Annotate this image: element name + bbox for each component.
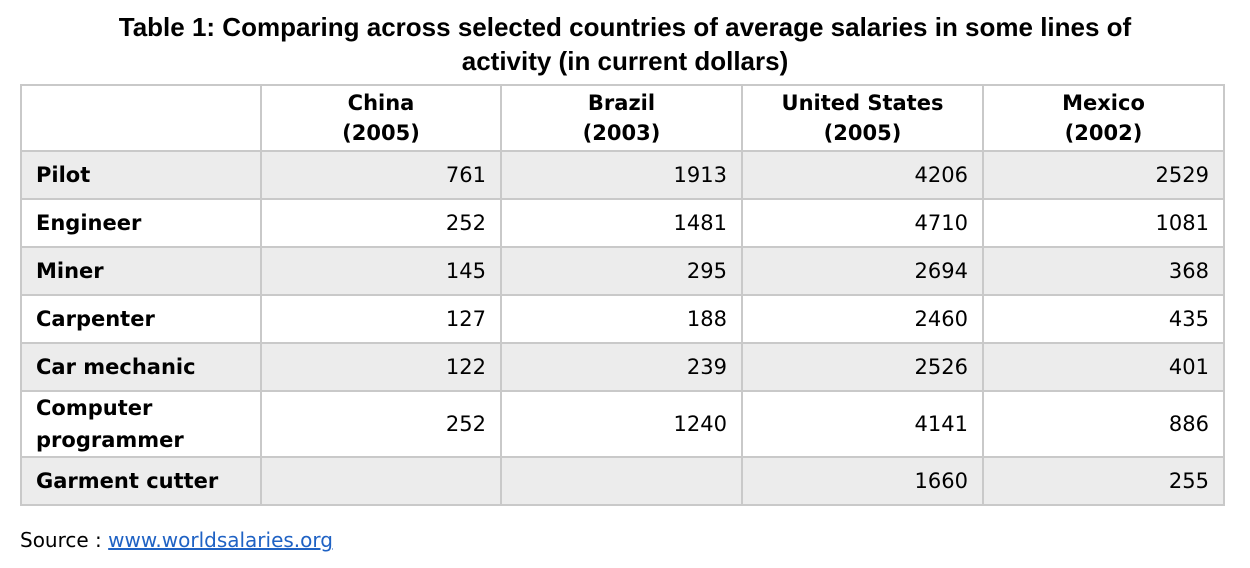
column-header-country: United States	[781, 91, 944, 115]
table-title-line-1: Table 1: Comparing across selected count…	[118, 12, 1132, 42]
cell-china: 122	[260, 342, 502, 392]
cell-united-states: 2526	[741, 342, 984, 392]
column-header-year: (2002)	[1064, 121, 1143, 145]
cell-brazil: 1913	[500, 150, 743, 200]
cell-united-states: 4710	[741, 198, 984, 248]
column-header-mexico: Mexico (2002)	[982, 84, 1225, 152]
table-title: Table 1: Comparing across selected count…	[0, 10, 1250, 78]
cell-mexico: 401	[982, 342, 1225, 392]
row-label: Pilot	[20, 150, 262, 200]
column-header-year: (2005)	[342, 121, 420, 145]
row-label: Computer programmer	[20, 390, 262, 458]
header-corner	[20, 84, 262, 152]
cell-china: 145	[260, 246, 502, 296]
cell-brazil: 1240	[500, 390, 743, 458]
table-row-garment-cutter: Garment cutter 1660 255	[20, 456, 1225, 506]
header-row: China (2005) Brazil (2003) United States…	[20, 84, 1225, 152]
cell-mexico: 255	[982, 456, 1225, 506]
column-header-year: (2003)	[582, 121, 661, 145]
cell-china: 252	[260, 198, 502, 248]
column-header-china: China (2005)	[260, 84, 502, 152]
table-title-line-2: activity (in current dollars)	[461, 46, 789, 76]
source-note: Source : www.worldsalaries.org	[20, 528, 333, 552]
row-label: Engineer	[20, 198, 262, 248]
cell-china: 127	[260, 294, 502, 344]
table-row-pilot: Pilot 761 1913 4206 2529	[20, 150, 1225, 200]
column-header-united-states: United States (2005)	[741, 84, 984, 152]
table-row-computer-programmer: Computer programmer 252 1240 4141 886	[20, 390, 1225, 458]
cell-united-states: 4206	[741, 150, 984, 200]
column-header-country: Mexico	[1062, 91, 1145, 115]
row-label-line-2: programmer	[36, 428, 184, 452]
cell-brazil: 239	[500, 342, 743, 392]
table-row-car-mechanic: Car mechanic 122 239 2526 401	[20, 342, 1225, 392]
table-row-carpenter: Carpenter 127 188 2460 435	[20, 294, 1225, 344]
source-link[interactable]: www.worldsalaries.org	[108, 528, 333, 552]
cell-united-states: 1660	[741, 456, 984, 506]
source-label: Source :	[20, 528, 109, 552]
cell-china: 761	[260, 150, 502, 200]
cell-mexico: 435	[982, 294, 1225, 344]
cell-united-states: 4141	[741, 390, 984, 458]
cell-brazil: 188	[500, 294, 743, 344]
cell-united-states: 2694	[741, 246, 984, 296]
cell-brazil	[500, 456, 743, 506]
row-label-line-1: Computer	[36, 396, 153, 420]
table-row-engineer: Engineer 252 1481 4710 1081	[20, 198, 1225, 248]
column-header-brazil: Brazil (2003)	[500, 84, 743, 152]
row-label: Miner	[20, 246, 262, 296]
table-row-miner: Miner 145 295 2694 368	[20, 246, 1225, 296]
row-label: Carpenter	[20, 294, 262, 344]
cell-mexico: 1081	[982, 198, 1225, 248]
cell-mexico: 886	[982, 390, 1225, 458]
column-header-country: China	[347, 91, 415, 115]
cell-mexico: 2529	[982, 150, 1225, 200]
cell-china	[260, 456, 502, 506]
column-header-country: Brazil	[587, 91, 656, 115]
cell-brazil: 295	[500, 246, 743, 296]
row-label: Car mechanic	[20, 342, 262, 392]
cell-united-states: 2460	[741, 294, 984, 344]
salary-table: China (2005) Brazil (2003) United States…	[20, 84, 1225, 506]
cell-brazil: 1481	[500, 198, 743, 248]
column-header-year: (2005)	[823, 121, 902, 145]
cell-china: 252	[260, 390, 502, 458]
cell-mexico: 368	[982, 246, 1225, 296]
row-label: Garment cutter	[20, 456, 262, 506]
